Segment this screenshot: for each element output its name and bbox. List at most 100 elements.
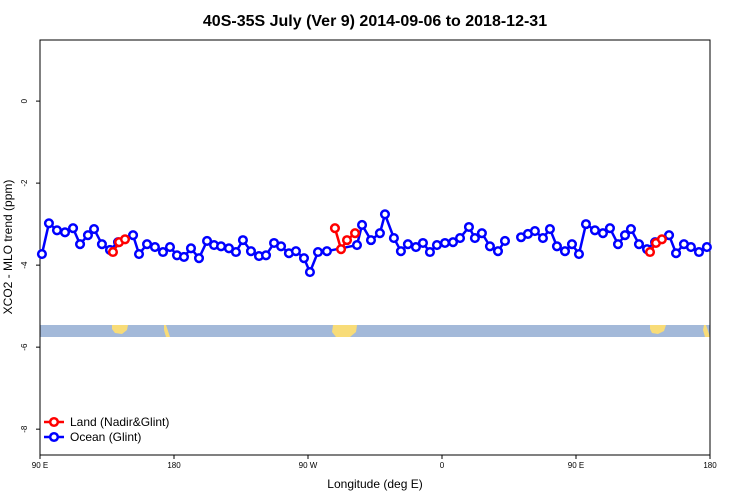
point <box>88 223 100 235</box>
legend-marker <box>48 416 60 428</box>
point <box>260 250 272 261</box>
point <box>321 246 332 257</box>
point <box>356 219 368 230</box>
legend-label: Land (Nadir&Glint) <box>70 415 169 429</box>
point <box>43 218 54 229</box>
land-strip <box>40 325 710 337</box>
legend: Land (Nadir&Glint)Ocean (Glint) <box>44 415 169 444</box>
point <box>685 242 696 253</box>
point <box>59 227 71 238</box>
point <box>619 230 631 241</box>
point <box>402 239 413 250</box>
point <box>36 249 47 260</box>
point <box>388 233 399 244</box>
point <box>463 221 474 233</box>
point <box>349 228 361 239</box>
x-tick-label: 90 E <box>32 461 48 470</box>
x-tick-label: 0 <box>440 461 445 470</box>
point <box>178 251 190 262</box>
point <box>573 249 585 260</box>
point <box>142 239 153 250</box>
point <box>312 246 324 258</box>
x-tick-label: 180 <box>167 461 181 470</box>
point <box>417 237 428 249</box>
point <box>157 246 169 258</box>
point <box>51 225 63 236</box>
point <box>476 228 487 239</box>
point <box>276 241 287 252</box>
point <box>580 219 592 230</box>
point <box>529 226 540 237</box>
point <box>107 246 119 258</box>
point <box>245 246 257 257</box>
y-tick-label: -4 <box>20 261 29 269</box>
legend-marker <box>48 431 60 443</box>
point <box>671 248 682 259</box>
point <box>133 249 145 260</box>
point <box>68 223 79 234</box>
series-line <box>333 227 356 253</box>
point <box>701 242 712 253</box>
point <box>454 233 466 244</box>
point <box>656 234 667 245</box>
point <box>202 235 213 246</box>
plot-frame <box>39 39 711 456</box>
x-axis-label: Longitude (deg E) <box>327 477 422 491</box>
point <box>336 244 347 255</box>
point <box>597 228 608 239</box>
x-tick-label: 180 <box>703 461 717 470</box>
point <box>374 228 385 239</box>
point <box>431 239 442 251</box>
continent <box>164 325 170 337</box>
continent <box>112 325 128 334</box>
series <box>36 209 712 278</box>
continent <box>703 325 710 337</box>
point <box>625 223 636 235</box>
point <box>185 243 197 254</box>
point <box>566 239 578 250</box>
point <box>365 235 377 246</box>
point <box>128 230 139 241</box>
chart-title: 40S-35S July (Ver 9) 2014-09-06 to 2018-… <box>203 13 547 30</box>
point <box>237 235 248 246</box>
x-tick-label: 90 E <box>568 461 584 470</box>
point <box>499 235 511 246</box>
ocean-band <box>40 325 710 337</box>
point <box>589 225 600 236</box>
point <box>410 242 421 253</box>
point <box>469 233 480 244</box>
point <box>341 235 353 246</box>
point <box>215 241 227 252</box>
point <box>551 241 562 252</box>
y-tick-label: 0 <box>20 98 29 103</box>
continent <box>332 325 357 337</box>
y-axis-label: XCO2 - MLO trend (ppm) <box>1 180 15 315</box>
point <box>290 246 301 257</box>
point <box>298 253 310 264</box>
point <box>693 246 705 258</box>
point <box>304 267 315 278</box>
y-tick-label: -8 <box>20 425 29 433</box>
point <box>329 223 340 234</box>
point <box>447 237 459 248</box>
point <box>230 246 241 258</box>
point <box>644 246 656 258</box>
point <box>559 246 571 257</box>
point <box>351 239 363 251</box>
point <box>537 233 548 244</box>
point <box>193 253 205 264</box>
point <box>119 234 131 245</box>
point <box>149 242 160 253</box>
point <box>439 237 451 249</box>
point <box>424 246 435 258</box>
point <box>379 209 391 220</box>
point <box>96 239 107 250</box>
point <box>492 246 504 257</box>
legend-label: Ocean (Glint) <box>70 430 141 444</box>
point <box>633 239 645 250</box>
point <box>484 241 495 252</box>
point <box>395 246 406 257</box>
point <box>544 223 555 235</box>
point <box>604 223 615 234</box>
